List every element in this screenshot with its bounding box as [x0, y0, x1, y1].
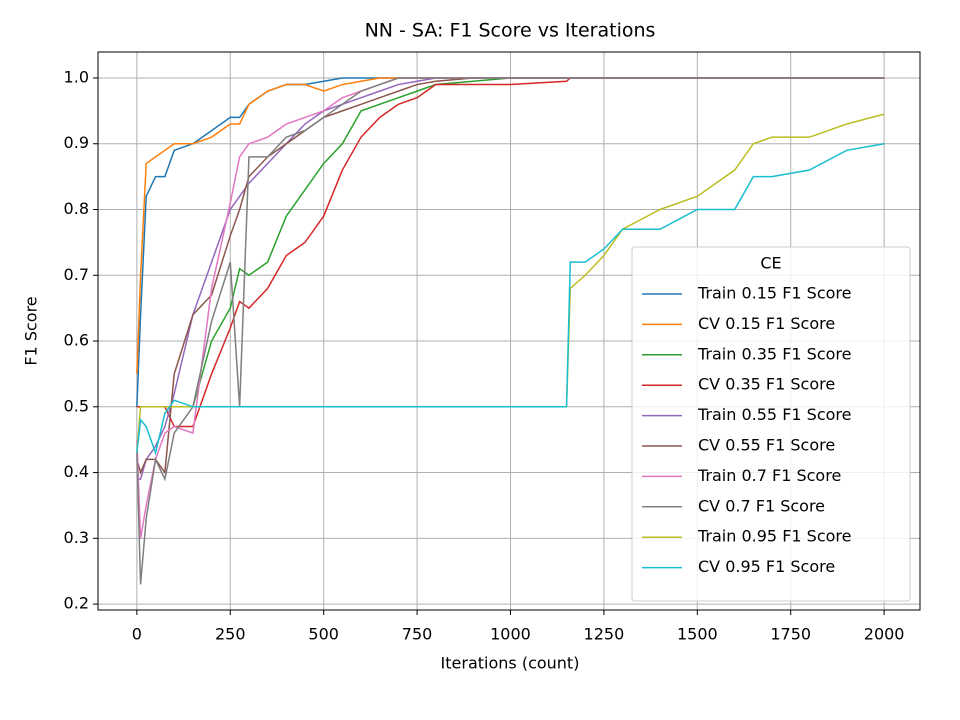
y-tick-label: 0.4 — [64, 462, 89, 481]
legend: CE Train 0.15 F1 Score CV 0.15 F1 Score Tra… — [631, 246, 911, 602]
legend-label: CV 0.55 F1 Score — [698, 436, 835, 455]
x-axis-label: Iterations (count) — [441, 654, 580, 673]
legend-label: Train 0.55 F1 Score — [697, 405, 851, 424]
x-tick-label: 1750 — [770, 625, 811, 644]
line — [136, 77, 885, 585]
legend-label: CV 0.7 F1 Score — [698, 496, 825, 515]
legend-label: Train 0.7 F1 Score — [697, 466, 841, 485]
legend-label: CV 0.15 F1 Score — [698, 314, 835, 333]
x-tick-label: 500 — [308, 625, 339, 644]
x-tick-label: 750 — [402, 625, 433, 644]
chart-title: NN - SA: F1 Score vs Iterations — [365, 20, 656, 42]
x-tick-label: 1000 — [490, 625, 531, 644]
y-tick-label: 0.6 — [64, 331, 89, 350]
legend-label: CV 0.35 F1 Score — [698, 375, 835, 394]
x-tick-label: 250 — [215, 625, 246, 644]
legend-box — [631, 246, 911, 602]
line — [136, 143, 885, 456]
y-tick-label: 0.7 — [64, 265, 89, 284]
plot-frame — [97, 51, 921, 611]
x-tick-label: 2000 — [864, 625, 905, 644]
legend-title: CE — [760, 254, 781, 273]
legend-label: Train 0.95 F1 Score — [697, 527, 851, 546]
y-tick-label: 1.0 — [64, 67, 89, 86]
y-axis-label: F1 Score — [22, 296, 41, 365]
x-tick-label: 1500 — [677, 625, 718, 644]
y-tick-label: 0.9 — [64, 133, 89, 152]
legend-label: Train 0.35 F1 Score — [697, 344, 851, 363]
y-tick-label: 0.8 — [64, 199, 89, 218]
x-tick-label: 1250 — [584, 625, 625, 644]
legend-label: Train 0.15 F1 Score — [697, 284, 851, 303]
y-tick-label: 0.2 — [64, 594, 89, 613]
y-tick-label: 0.3 — [64, 528, 89, 547]
y-tick-label: 0.5 — [64, 396, 89, 415]
x-tick-label: 0 — [132, 625, 142, 644]
legend-label: CV 0.95 F1 Score — [698, 557, 835, 576]
